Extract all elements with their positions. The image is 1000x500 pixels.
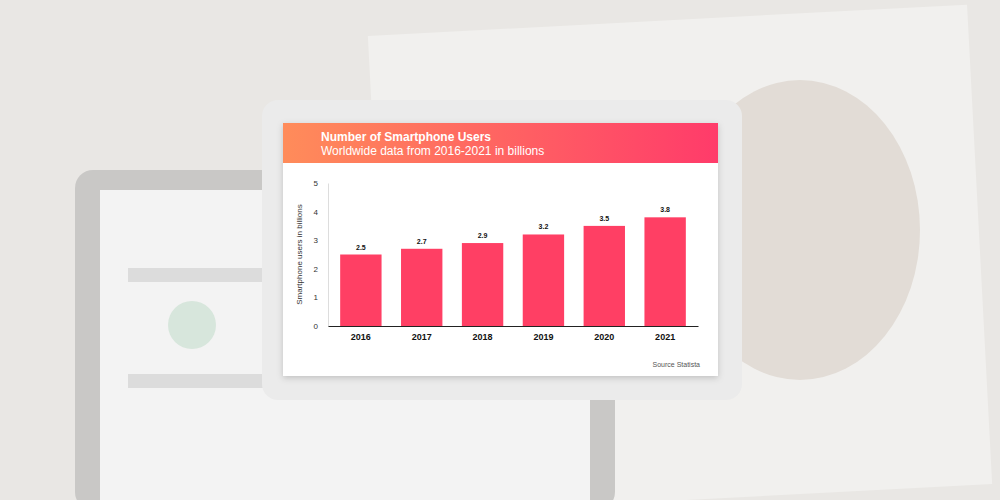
x-tick-label: 2017 — [412, 332, 432, 342]
data-label: 2.7 — [417, 238, 427, 245]
data-label: 3.5 — [599, 215, 609, 222]
y-tick-label: 2 — [314, 265, 319, 274]
bar — [462, 243, 503, 326]
x-tick-label: 2021 — [655, 332, 675, 342]
subtitle: Worldwide data from 2016-2021 in billion… — [321, 144, 544, 158]
y-tick-label: 1 — [314, 293, 319, 302]
title: Number of Smartphone Users — [321, 130, 491, 144]
y-tick: 5 — [314, 179, 328, 188]
source: Source Statista — [653, 361, 701, 368]
x-axis-line — [329, 326, 699, 327]
x-tick: 2017 — [412, 326, 432, 342]
card-header — [283, 123, 718, 163]
x-tick: 2016 — [351, 326, 371, 342]
data-label: 2.5 — [356, 244, 366, 251]
bars — [340, 217, 686, 326]
bar — [644, 217, 685, 326]
y-axis: 0 1 2 3 4 5 — [314, 179, 329, 331]
bar — [340, 255, 381, 327]
x-tick-label: 2020 — [594, 332, 614, 342]
x-tick-label: 2018 — [473, 332, 493, 342]
y-tick-label: 3 — [314, 236, 319, 245]
y-tick: 0 — [314, 322, 328, 331]
background — [0, 0, 1000, 500]
card: Number of Smartphone UsersWorldwide data… — [283, 123, 718, 376]
canvas: Number of Smartphone UsersWorldwide data… — [0, 0, 1000, 500]
y-tick-label: 0 — [314, 322, 319, 331]
x-axis: 2016 2017 2018 2019 2020 2021 — [329, 326, 699, 342]
x-tick: 2021 — [655, 326, 675, 342]
y-tick-label: 5 — [314, 179, 319, 188]
bar — [584, 226, 625, 326]
y-tick: 3 — [314, 236, 328, 245]
y-tick: 2 — [314, 265, 328, 274]
data-label: 3.2 — [539, 223, 549, 230]
y-tick-label: 4 — [314, 208, 319, 217]
x-tick: 2019 — [533, 326, 553, 342]
data-labels: 2.5 2.7 2.9 3.2 3.5 3.8 — [356, 206, 670, 250]
data-label: 3.8 — [660, 206, 670, 213]
y-tick: 4 — [314, 208, 328, 217]
data-label: 2.9 — [478, 232, 488, 239]
y-axis-line — [328, 184, 329, 327]
y-tick: 1 — [314, 293, 328, 302]
x-tick: 2020 — [594, 326, 614, 342]
bar — [523, 234, 564, 326]
x-tick-label: 2019 — [533, 332, 553, 342]
x-tick-label: 2016 — [351, 332, 371, 342]
bar — [401, 249, 442, 326]
x-tick: 2018 — [473, 326, 493, 342]
y-axis-title: Smartphone users in billions — [295, 204, 304, 305]
phone — [262, 100, 742, 400]
pie-decoration — [168, 301, 216, 349]
card-body — [283, 123, 718, 376]
